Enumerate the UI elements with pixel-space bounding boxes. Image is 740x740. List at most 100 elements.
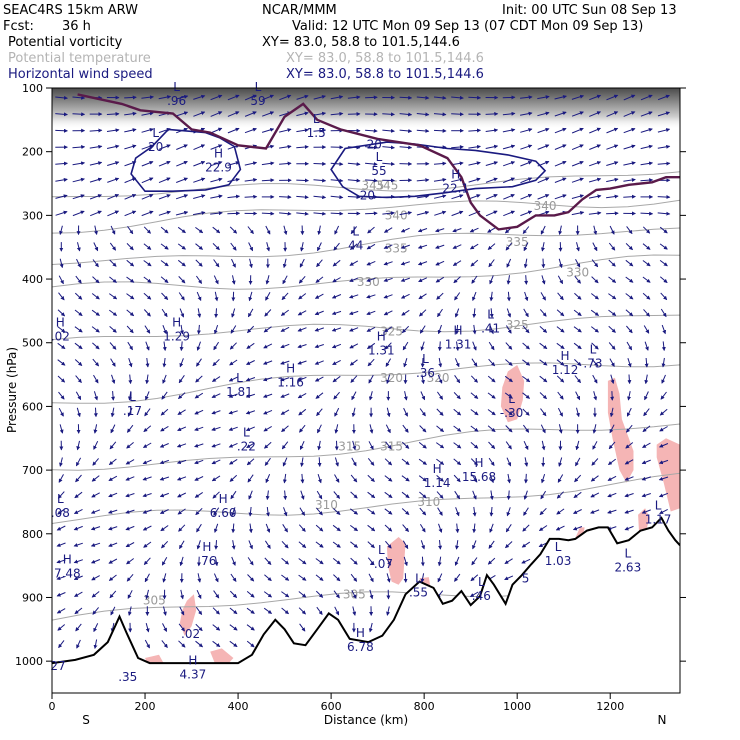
wind-vector: [365, 211, 378, 216]
wind-vector: [401, 475, 410, 482]
wind-speed-contour: [130, 128, 242, 192]
wind-vector: [470, 425, 479, 432]
wind-vector: [607, 492, 617, 498]
wind-speed-contour: [330, 141, 547, 199]
wind-vector: [214, 291, 219, 302]
wind-vector: [281, 425, 289, 433]
wind-vector: [453, 408, 462, 416]
wind-vector: [488, 341, 495, 351]
wind-vector: [162, 357, 167, 368]
wind-vector: [227, 177, 240, 183]
wind-vector: [590, 475, 599, 482]
wind-vector: [505, 359, 513, 366]
wind-vector: [297, 310, 307, 316]
wind-vector: [313, 111, 327, 116]
wind-vector: [279, 144, 292, 149]
wind-vector: [608, 325, 616, 333]
wind-vector: [367, 474, 375, 482]
wind-vector: [489, 325, 494, 335]
wind-vector: [541, 275, 546, 285]
wind-vector: [74, 326, 83, 333]
wind-vector: [472, 341, 477, 351]
wind-vector: [455, 341, 460, 352]
wind-vector: [124, 177, 137, 184]
wind-vector: [158, 177, 171, 184]
theta-isentrope: [52, 171, 680, 198]
wind-vector: [571, 210, 585, 216]
hl-center-value: .17: [123, 404, 142, 418]
wind-vector: [175, 94, 189, 100]
north-label: N: [658, 713, 667, 727]
wind-vector: [453, 276, 461, 284]
wind-vector: [520, 194, 533, 200]
wind-vector: [245, 393, 256, 398]
wind-vector: [57, 326, 66, 333]
wind-vector: [540, 424, 546, 434]
wind-vector: [576, 242, 580, 252]
wind-vector: [520, 210, 533, 217]
wind-vector: [539, 342, 548, 350]
wind-vector: [623, 94, 636, 101]
wind-vector: [281, 540, 289, 549]
wind-vector: [333, 391, 340, 400]
theta-label: 320: [380, 371, 403, 385]
wind-vector: [229, 640, 238, 648]
wind-vector: [640, 211, 654, 216]
wind-vector: [75, 275, 82, 284]
pv-shading-patch: [500, 365, 525, 423]
wind-vector: [623, 144, 636, 150]
wind-vector: [142, 525, 152, 531]
wind-vector: [126, 424, 134, 433]
wind-vector: [625, 424, 633, 433]
hl-center-value: -.07: [370, 557, 393, 571]
wind-vector: [400, 277, 410, 282]
hl-center-value: .02: [181, 627, 200, 641]
wind-vector: [299, 424, 306, 433]
wind-vector: [143, 309, 151, 317]
wind-vector: [297, 360, 307, 365]
wind-vector: [107, 210, 120, 217]
wind-vector: [522, 524, 530, 532]
wind-vector: [180, 589, 185, 600]
wind-vector: [55, 210, 68, 216]
wind-vector: [505, 425, 513, 433]
wind-vector: [522, 375, 531, 383]
theta-label: 340: [385, 208, 408, 222]
wind-vector: [454, 358, 460, 368]
wind-vector: [74, 309, 83, 317]
wind-vector: [419, 408, 426, 417]
wind-vector: [330, 95, 344, 100]
wind-vector: [283, 490, 288, 501]
hl-center-value: 1.31: [368, 344, 395, 358]
wind-vector: [247, 557, 254, 566]
wind-vector: [195, 375, 203, 383]
wind-vector: [263, 326, 272, 333]
wind-vector: [558, 457, 563, 467]
wind-vector: [210, 144, 223, 150]
wind-vector: [626, 325, 633, 334]
wind-vector: [642, 276, 651, 283]
pv-high-band: [52, 88, 680, 130]
wind-vector: [574, 275, 581, 284]
wind-vector: [403, 407, 408, 417]
wind-vector: [248, 490, 253, 500]
wind-vector: [332, 359, 341, 366]
wind-vector: [281, 574, 290, 581]
wind-vector: [471, 557, 478, 566]
wind-vector: [72, 95, 86, 100]
wind-vector: [211, 475, 221, 482]
wind-vector: [56, 592, 66, 597]
hl-center-value: 1.14: [424, 476, 451, 490]
wind-vector: [110, 225, 116, 235]
wind-vector: [213, 341, 220, 351]
wind-vector: [485, 161, 499, 166]
wind-vector: [93, 391, 99, 401]
wind-vector: [331, 343, 342, 349]
wind-vector: [247, 574, 255, 582]
wind-vector: [485, 111, 499, 116]
wind-vector: [196, 341, 201, 351]
hl-center-value: 1.03: [545, 554, 572, 568]
wind-vector: [58, 292, 65, 301]
wind-vector: [279, 195, 292, 200]
wind-vector: [109, 293, 118, 300]
